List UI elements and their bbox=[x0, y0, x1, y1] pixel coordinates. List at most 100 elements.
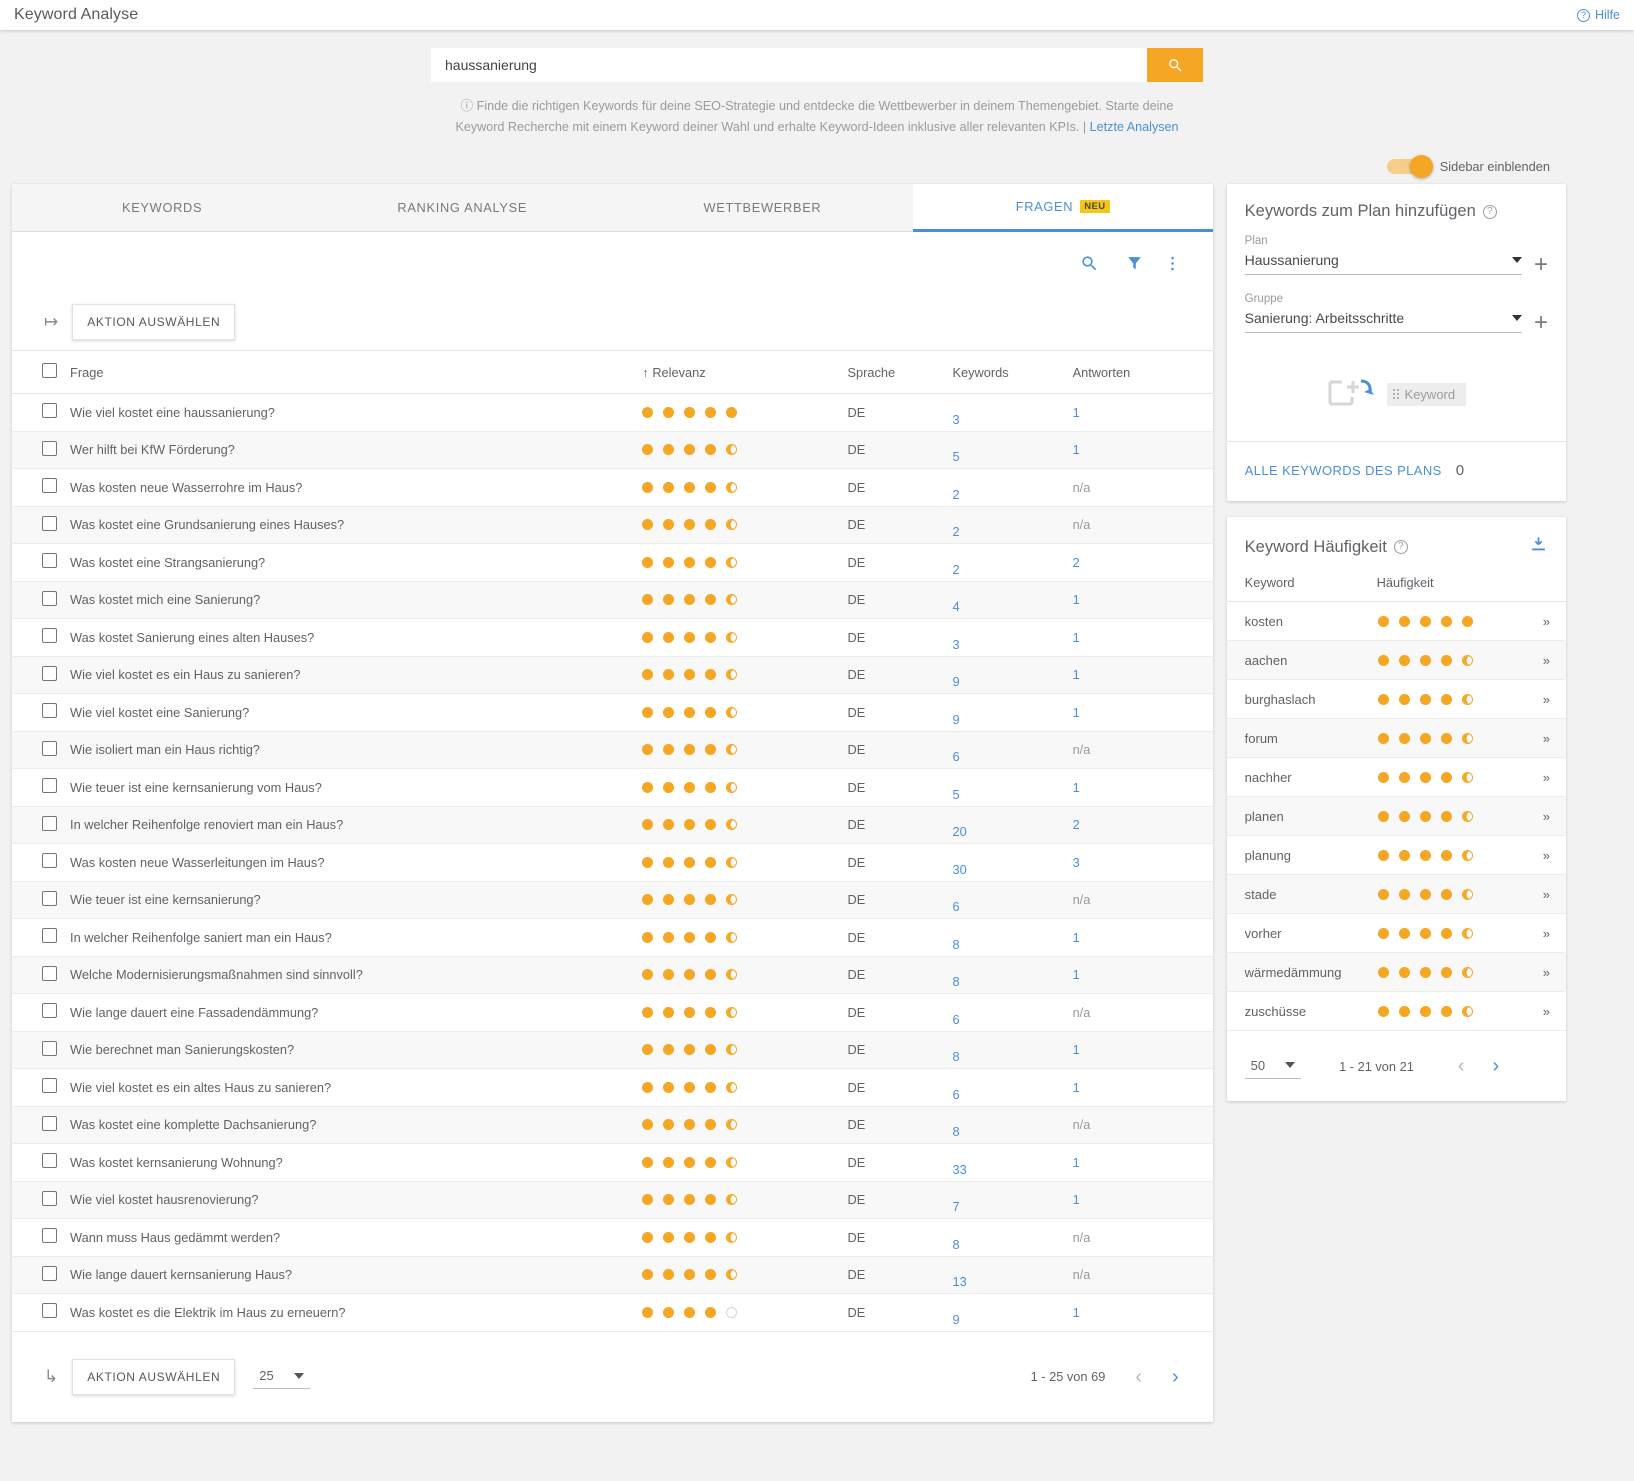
keywords-count-link[interactable]: 6 bbox=[952, 1011, 960, 1027]
list-item[interactable]: wärmedämmung » bbox=[1226, 952, 1566, 992]
cell-keywords[interactable]: 8 bbox=[952, 1106, 1073, 1144]
select-action-button-bottom[interactable]: AKTION AUSWÄHLEN bbox=[72, 1358, 236, 1395]
table-row[interactable]: Wer hilft bei KfW Förderung? DE 5 1 bbox=[12, 431, 1213, 469]
filter-funnel-icon[interactable] bbox=[1125, 254, 1144, 273]
cell-antworten[interactable]: n/a bbox=[1072, 731, 1213, 769]
row-checkbox[interactable] bbox=[42, 703, 57, 719]
cell-keywords[interactable]: 13 bbox=[952, 1256, 1073, 1294]
cell-antworten[interactable]: 3 bbox=[1072, 843, 1213, 882]
antworten-value[interactable]: 1 bbox=[1072, 404, 1080, 420]
table-row[interactable]: Wie teuer ist eine kernsanierung? DE 6 n/a bbox=[12, 881, 1213, 919]
cell-keywords[interactable]: 2 bbox=[952, 468, 1073, 507]
cell-keywords[interactable]: 4 bbox=[952, 581, 1073, 619]
row-checkbox[interactable] bbox=[42, 1003, 57, 1019]
list-item[interactable]: planen » bbox=[1226, 796, 1566, 836]
antworten-value[interactable]: n/a bbox=[1072, 742, 1091, 758]
cell-antworten[interactable]: 1 bbox=[1072, 393, 1213, 432]
search-input[interactable] bbox=[431, 48, 1147, 82]
row-checkbox[interactable] bbox=[42, 665, 57, 681]
table-row[interactable]: Was kostet Sanierung eines alten Hauses?… bbox=[12, 618, 1213, 657]
table-row[interactable]: Wie teuer ist eine kernsanierung vom Hau… bbox=[12, 768, 1213, 807]
table-row[interactable]: Wie viel kostet hausrenovierung? DE 7 1 bbox=[12, 1181, 1213, 1219]
list-item[interactable]: forum » bbox=[1226, 718, 1566, 758]
cell-antworten[interactable]: 1 bbox=[1072, 1068, 1213, 1107]
chevron-double-right-icon[interactable]: » bbox=[1528, 874, 1566, 914]
row-checkbox[interactable] bbox=[42, 628, 57, 644]
table-row[interactable]: In welcher Reihenfolge renoviert man ein… bbox=[12, 806, 1213, 844]
antworten-value[interactable]: 1 bbox=[1072, 704, 1080, 720]
keywords-count-link[interactable]: 3 bbox=[952, 411, 960, 427]
table-row[interactable]: Was kosten neue Wasserleitungen im Haus?… bbox=[12, 843, 1213, 882]
freq-pagination-next-button[interactable]: › bbox=[1492, 1055, 1500, 1077]
cell-keywords[interactable]: 20 bbox=[952, 806, 1073, 844]
help-button[interactable]: ? Hilfe bbox=[1576, 8, 1620, 22]
keywords-count-link[interactable]: 5 bbox=[952, 786, 960, 802]
rows-per-page-select[interactable]: 25 bbox=[253, 1364, 310, 1389]
cell-antworten[interactable]: 1 bbox=[1072, 1031, 1213, 1069]
group-select[interactable]: Sanierung: Arbeitsschritte bbox=[1244, 310, 1522, 333]
header-keywords[interactable]: Keywords bbox=[952, 350, 1073, 394]
antworten-value[interactable]: 2 bbox=[1072, 554, 1080, 570]
more-vertical-icon[interactable] bbox=[1170, 254, 1175, 273]
sidebar-toggle[interactable] bbox=[1386, 154, 1433, 178]
tab-fragen[interactable]: FRAGEN NEU bbox=[912, 184, 1213, 232]
tab-wettbewerber[interactable]: WETTBEWERBER bbox=[612, 184, 913, 232]
row-checkbox[interactable] bbox=[42, 590, 57, 606]
row-checkbox[interactable] bbox=[42, 740, 57, 756]
question-circle-icon[interactable]: ? bbox=[1393, 540, 1408, 554]
add-plan-button[interactable]: + bbox=[1533, 251, 1548, 278]
row-checkbox[interactable] bbox=[42, 553, 57, 569]
row-checkbox[interactable] bbox=[42, 1228, 57, 1244]
cell-keywords[interactable]: 6 bbox=[952, 731, 1073, 769]
antworten-value[interactable]: n/a bbox=[1072, 1229, 1091, 1245]
table-row[interactable]: Wie viel kostet eine haussanierung? DE 3 1 bbox=[12, 393, 1213, 432]
row-checkbox[interactable] bbox=[42, 890, 57, 906]
select-action-button-top[interactable]: AKTION AUSWÄHLEN bbox=[72, 304, 236, 340]
table-row[interactable]: Wie isoliert man ein Haus richtig? DE 6 n/a bbox=[12, 731, 1213, 769]
table-row[interactable]: Wie viel kostet es ein altes Haus zu san… bbox=[12, 1068, 1213, 1107]
table-row[interactable]: Wie viel kostet eine Sanierung? DE 9 1 bbox=[12, 693, 1213, 732]
chevron-double-right-icon[interactable]: » bbox=[1528, 679, 1566, 719]
row-checkbox[interactable] bbox=[42, 1153, 57, 1169]
row-checkbox[interactable] bbox=[42, 440, 57, 456]
keywords-count-link[interactable]: 8 bbox=[952, 974, 960, 990]
keywords-count-link[interactable]: 8 bbox=[952, 936, 960, 952]
search-icon[interactable] bbox=[1080, 254, 1099, 273]
cell-antworten[interactable]: 1 bbox=[1072, 1143, 1213, 1182]
all-plan-keywords-link[interactable]: ALLE KEYWORDS DES PLANS bbox=[1244, 463, 1442, 478]
keywords-count-link[interactable]: 13 bbox=[952, 1274, 967, 1290]
row-checkbox[interactable] bbox=[42, 1303, 57, 1319]
keywords-count-link[interactable]: 2 bbox=[952, 486, 960, 502]
keywords-count-link[interactable]: 8 bbox=[952, 1049, 960, 1065]
keywords-count-link[interactable]: 3 bbox=[952, 636, 960, 652]
keywords-count-link[interactable]: 8 bbox=[952, 1236, 960, 1252]
cell-keywords[interactable]: 3 bbox=[952, 618, 1073, 657]
cell-antworten[interactable]: 2 bbox=[1072, 543, 1213, 582]
row-checkbox[interactable] bbox=[42, 778, 57, 794]
download-icon[interactable] bbox=[1529, 535, 1548, 559]
row-checkbox[interactable] bbox=[42, 1040, 57, 1056]
pagination-next-button[interactable]: › bbox=[1171, 1365, 1179, 1388]
row-checkbox[interactable] bbox=[42, 515, 57, 531]
antworten-value[interactable]: 1 bbox=[1072, 442, 1080, 458]
antworten-value[interactable]: 1 bbox=[1072, 1079, 1080, 1095]
keywords-count-link[interactable]: 2 bbox=[952, 561, 960, 577]
chevron-double-right-icon[interactable]: » bbox=[1528, 796, 1566, 836]
cell-keywords[interactable]: 8 bbox=[952, 918, 1073, 957]
table-row[interactable]: Wie berechnet man Sanierungskosten? DE 8 1 bbox=[12, 1031, 1213, 1069]
table-row[interactable]: Wie lange dauert eine Fassadendämmung? DE… bbox=[12, 993, 1213, 1032]
list-item[interactable]: kosten » bbox=[1226, 601, 1566, 641]
antworten-value[interactable]: 1 bbox=[1072, 629, 1080, 645]
cell-keywords[interactable]: 9 bbox=[952, 1293, 1073, 1332]
row-checkbox[interactable] bbox=[42, 403, 57, 419]
cell-antworten[interactable]: 1 bbox=[1072, 693, 1213, 732]
cell-antworten[interactable]: 1 bbox=[1072, 1181, 1213, 1219]
row-checkbox[interactable] bbox=[42, 965, 57, 981]
cell-antworten[interactable]: 1 bbox=[1072, 581, 1213, 619]
chevron-double-right-icon[interactable]: » bbox=[1528, 952, 1566, 992]
freq-pagination-prev-button[interactable]: ‹ bbox=[1457, 1055, 1465, 1077]
table-row[interactable]: Was kosten neue Wasserrohre im Haus? DE 2 n… bbox=[12, 468, 1213, 507]
cell-keywords[interactable]: 9 bbox=[952, 656, 1073, 694]
keywords-count-link[interactable]: 2 bbox=[952, 524, 960, 540]
row-checkbox[interactable] bbox=[42, 1078, 57, 1094]
